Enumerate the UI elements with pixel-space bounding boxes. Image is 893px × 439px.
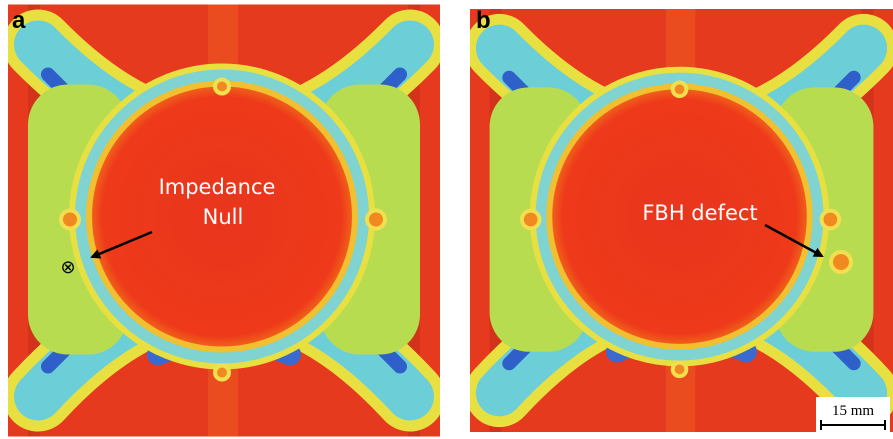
figure: a Impedance Null ⊗ b FBH defect 15 mm xyxy=(0,0,893,439)
panel-label: b xyxy=(476,7,491,34)
panel-a: a Impedance Null ⊗ xyxy=(8,5,440,437)
defect-spot xyxy=(831,252,851,272)
annotation: Impedance xyxy=(159,175,276,199)
annotation: Null xyxy=(203,205,244,229)
panel-b: b FBH defect 15 mm xyxy=(470,7,893,434)
panel-label: a xyxy=(12,7,26,34)
scale-bar-label: 15 mm xyxy=(832,403,874,419)
scale-bar: 15 mm xyxy=(816,397,890,434)
annotation: FBH defect xyxy=(642,201,757,225)
marker-symbol: ⊗ xyxy=(60,257,75,278)
